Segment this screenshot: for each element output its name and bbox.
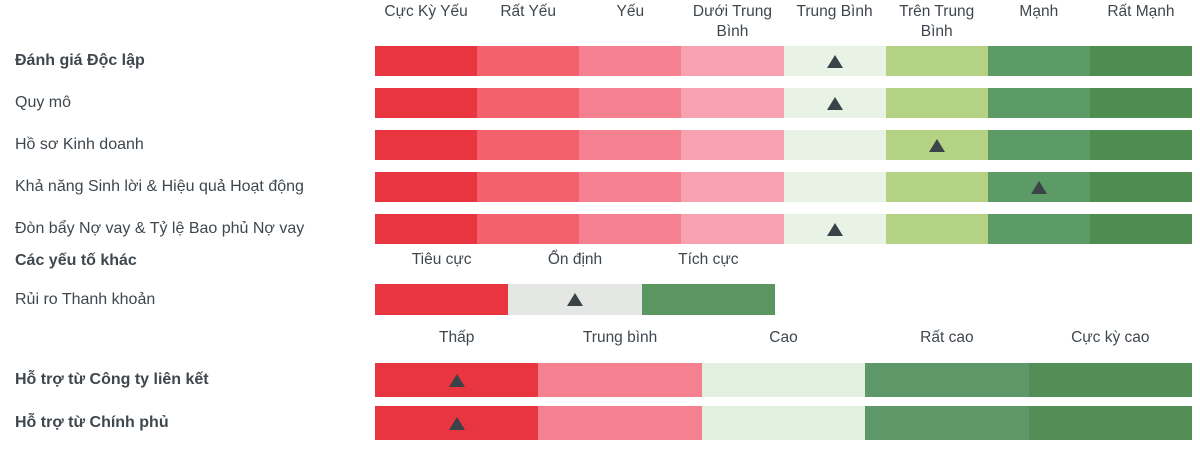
row-label: Rủi ro Thanh khoản bbox=[15, 290, 156, 308]
scale-header-label: Cực Kỳ Yếu bbox=[384, 3, 468, 20]
bar-segment bbox=[681, 130, 784, 160]
rating-bar bbox=[375, 88, 1192, 118]
scale-header-label: Thấp bbox=[439, 329, 475, 346]
triangle-marker-icon bbox=[567, 293, 583, 306]
bar-segment bbox=[681, 88, 784, 118]
scale-header-label: Rất Yếu bbox=[500, 3, 557, 20]
bar-segment bbox=[579, 88, 682, 118]
row-label: Hồ sơ Kinh doanh bbox=[15, 136, 144, 153]
bar-segment bbox=[375, 284, 509, 315]
scale-header-label: Dưới Trung Bình bbox=[692, 3, 772, 40]
bar-segment bbox=[375, 88, 478, 118]
bar-segment bbox=[701, 363, 866, 397]
scale-header-label: Trung bình bbox=[582, 329, 658, 346]
bar-segment bbox=[885, 88, 988, 118]
bar-segment bbox=[681, 214, 784, 244]
bar-segment bbox=[1028, 406, 1193, 440]
triangle-marker-icon bbox=[448, 373, 465, 387]
bar-segment bbox=[865, 363, 1029, 397]
bar-segment bbox=[987, 88, 1090, 118]
bar-segment bbox=[538, 406, 702, 440]
scale-header-label: Trung Bình bbox=[796, 3, 873, 20]
row-label: Hỗ trợ từ Công ty liên kết bbox=[15, 371, 209, 388]
scale-header-label: Trên Trung Bình bbox=[899, 3, 975, 40]
bar-segment bbox=[641, 284, 775, 315]
bar-segment bbox=[477, 46, 580, 76]
bar-segment bbox=[701, 406, 866, 440]
rating-bar bbox=[375, 363, 1193, 397]
triangle-marker-icon bbox=[928, 138, 945, 152]
bar-segment bbox=[1089, 46, 1192, 76]
triangle-marker-icon bbox=[826, 54, 843, 68]
bar-segment bbox=[1089, 130, 1192, 160]
triangle-marker-icon bbox=[448, 416, 465, 430]
triangle-marker-icon bbox=[1030, 180, 1047, 194]
bar-segment bbox=[375, 214, 478, 244]
bar-segment bbox=[885, 214, 988, 244]
bar-segment bbox=[681, 172, 784, 202]
row-label: Khả năng Sinh lời & Hiệu quả Hoạt động bbox=[15, 178, 304, 195]
triangle-marker-icon bbox=[826, 96, 843, 110]
scale-header-label: Mạnh bbox=[1019, 3, 1059, 20]
triangle-marker-icon bbox=[826, 222, 843, 236]
bar-segment bbox=[477, 88, 580, 118]
row-label: Hỗ trợ từ Chính phủ bbox=[15, 414, 169, 431]
scale-header-label: Tiêu cực bbox=[411, 251, 472, 268]
row-label: Đòn bẩy Nợ vay & Tỷ lệ Bao phủ Nợ vay bbox=[15, 220, 305, 237]
rating-bar bbox=[375, 214, 1192, 244]
bar-segment bbox=[375, 172, 478, 202]
bar-segment bbox=[477, 214, 580, 244]
scale-header-label: Yếu bbox=[616, 3, 645, 20]
row-label: Quy mô bbox=[15, 94, 72, 111]
scale-header-label: Rất cao bbox=[920, 329, 974, 346]
bar-segment bbox=[375, 130, 478, 160]
scale-header-label: Rất Mạnh bbox=[1107, 3, 1175, 20]
bar-segment bbox=[1089, 88, 1192, 118]
rating-bar bbox=[375, 172, 1192, 202]
bar-segment bbox=[987, 46, 1090, 76]
bar-segment bbox=[579, 172, 682, 202]
scale-header-label: Cực kỳ cao bbox=[1071, 329, 1150, 346]
bar-segment bbox=[1089, 172, 1192, 202]
bar-segment bbox=[885, 172, 988, 202]
rating-bar bbox=[375, 46, 1192, 76]
bar-segment bbox=[783, 130, 886, 160]
bar-segment bbox=[579, 46, 682, 76]
bar-segment bbox=[865, 406, 1029, 440]
bar-segment bbox=[783, 172, 886, 202]
bar-segment bbox=[538, 363, 702, 397]
scale-header-label: Tích cực bbox=[678, 251, 739, 268]
bar-segment bbox=[579, 214, 682, 244]
rating-bar bbox=[375, 406, 1193, 440]
bar-segment bbox=[477, 130, 580, 160]
scale-header-label: Ổn định bbox=[547, 251, 603, 268]
rating-bar bbox=[375, 284, 775, 315]
bar-segment bbox=[987, 130, 1090, 160]
row-label: Đánh giá Độc lập bbox=[15, 52, 145, 69]
section-title: Các yếu tố khác bbox=[15, 252, 137, 269]
bar-segment bbox=[1089, 214, 1192, 244]
bar-segment bbox=[1028, 363, 1193, 397]
bar-segment bbox=[987, 214, 1090, 244]
scale-header-label: Cao bbox=[769, 329, 798, 346]
bar-segment bbox=[681, 46, 784, 76]
bar-segment bbox=[885, 46, 988, 76]
bar-segment bbox=[375, 46, 478, 76]
rating-bar bbox=[375, 130, 1192, 160]
bar-segment bbox=[477, 172, 580, 202]
bar-segment bbox=[579, 130, 682, 160]
